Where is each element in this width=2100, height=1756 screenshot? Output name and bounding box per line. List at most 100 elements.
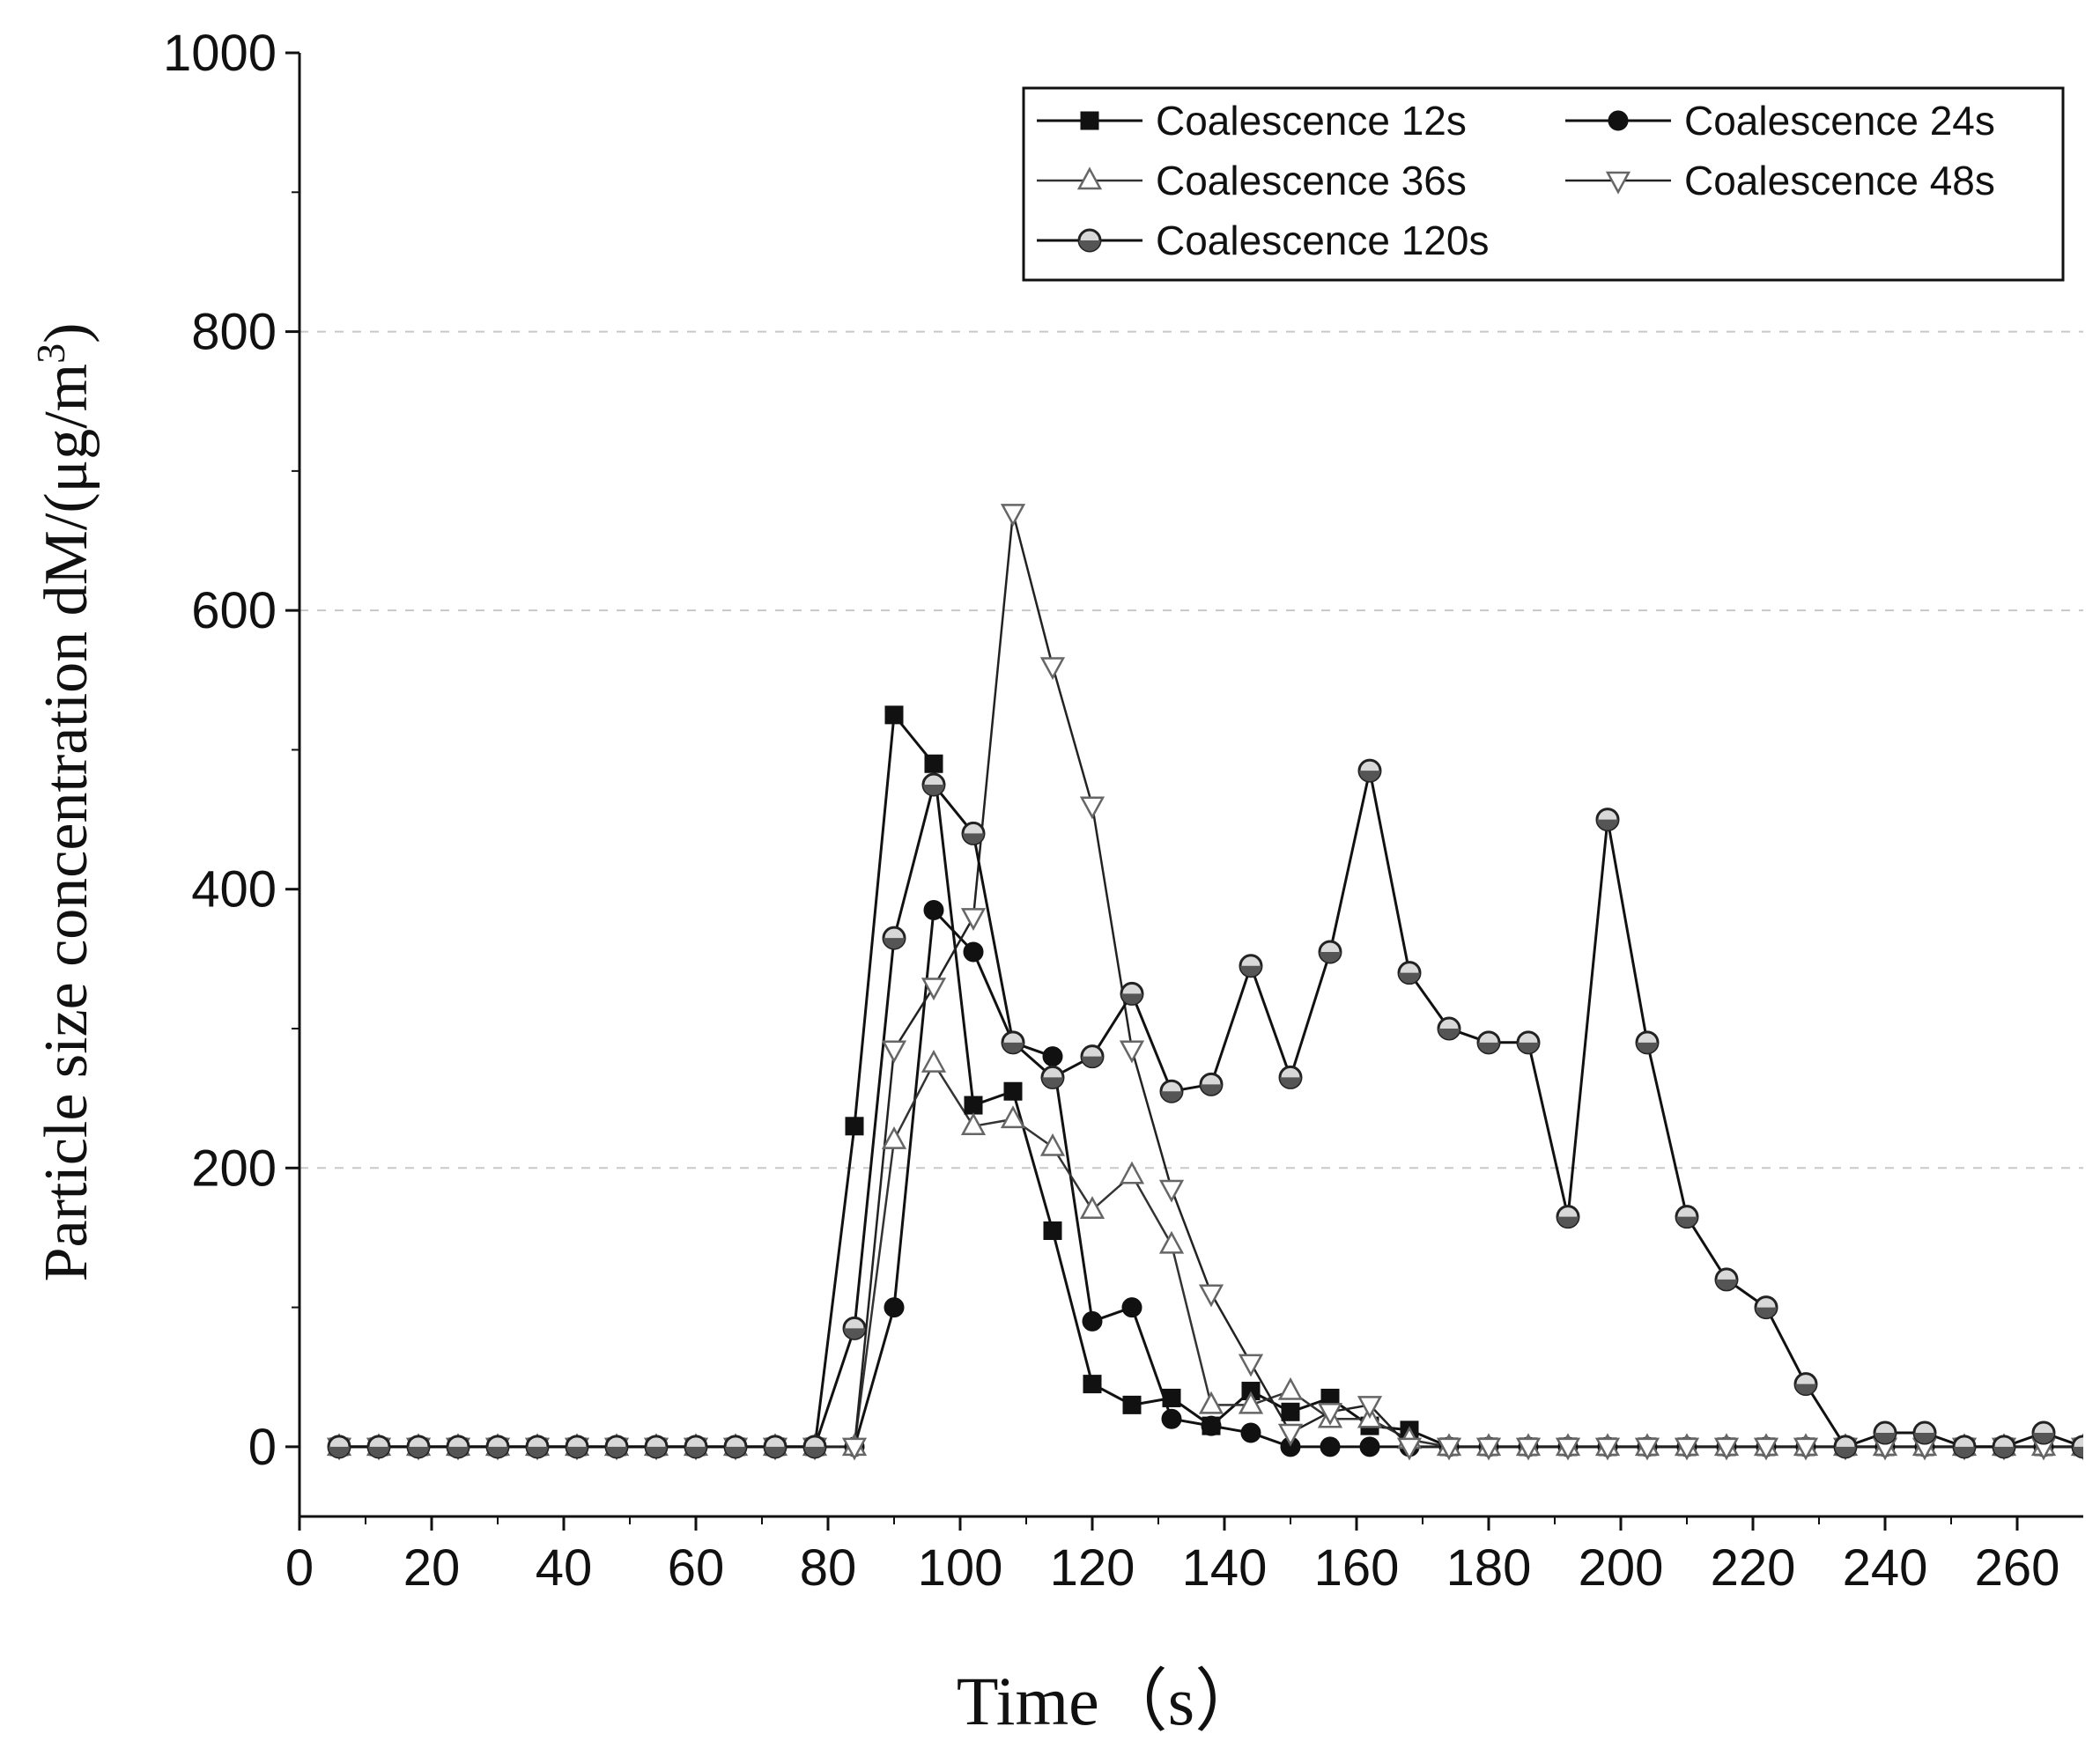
point-coalescence-24s-x162 <box>1359 1436 1380 1457</box>
legend-label-coalescence-36s: Coalescence 36s <box>1156 158 1467 203</box>
point-coalescence-48s-x168 <box>1396 1437 1423 1461</box>
point-coalescence-120s-x192 <box>1556 1205 1580 1229</box>
marker-layer <box>326 504 2083 1461</box>
point-coalescence-120s-x174 <box>1437 1016 1461 1041</box>
point-coalescence-120s-x72 <box>763 1435 788 1459</box>
legend: Coalescence 12s Coalescence 24s Coalescenc… <box>1022 86 2065 282</box>
point-coalescence-120s-x36 <box>525 1435 550 1459</box>
x-tick-label-220: 220 <box>1711 1539 1796 1597</box>
point-coalescence-120s-x198 <box>1595 808 1620 832</box>
point-coalescence-120s-x252 <box>1952 1435 1977 1459</box>
legend-label-coalescence-24s: Coalescence 24s <box>1684 98 1995 144</box>
point-coalescence-36s-x114 <box>1039 1133 1066 1156</box>
legend-label-coalescence-120s: Coalescence 120s <box>1156 218 1489 263</box>
point-coalescence-120s-x258 <box>1992 1435 2016 1459</box>
point-coalescence-48s-x228 <box>1793 1437 1819 1461</box>
point-coalescence-120s-x246 <box>1912 1420 1937 1445</box>
point-coalescence-48s-x132 <box>1158 1179 1185 1203</box>
legend-marker-coalescence-48s <box>1605 171 1631 195</box>
point-coalescence-36s-x126 <box>1119 1161 1145 1184</box>
point-coalescence-120s-x108 <box>1001 1030 1025 1055</box>
point-coalescence-120s-x60 <box>684 1435 708 1459</box>
point-coalescence-120s-x114 <box>1040 1065 1065 1089</box>
point-coalescence-48s-x186 <box>1515 1437 1542 1461</box>
point-coalescence-120s-x162 <box>1357 758 1382 783</box>
point-coalescence-36s-x120 <box>1079 1196 1105 1220</box>
point-coalescence-48s-x102 <box>960 908 987 931</box>
grid-lines <box>299 330 2083 1169</box>
x-tick-label-100: 100 <box>918 1539 1003 1597</box>
point-coalescence-120s-x210 <box>1675 1205 1699 1229</box>
point-coalescence-48s-x108 <box>1000 504 1026 527</box>
point-coalescence-12s-x84 <box>845 1117 864 1136</box>
point-coalescence-24s-x102 <box>963 941 984 963</box>
series-line-coalescence-24s <box>339 909 2083 1449</box>
x-tick-label-240: 240 <box>1843 1539 1928 1597</box>
point-coalescence-12s-x96 <box>924 754 943 773</box>
point-coalescence-12s-x90 <box>884 705 904 725</box>
x-tick-label-0: 0 <box>285 1539 314 1597</box>
point-coalescence-120s-x78 <box>802 1435 827 1459</box>
point-coalescence-48s-x90 <box>881 1040 907 1064</box>
point-coalescence-36s-x102 <box>960 1112 987 1136</box>
series-line-coalescence-120s <box>339 769 2083 1449</box>
point-coalescence-24s-x114 <box>1042 1046 1063 1067</box>
point-coalescence-120s-x234 <box>1833 1435 1858 1459</box>
point-coalescence-48s-x144 <box>1238 1354 1264 1377</box>
point-coalescence-48s-x216 <box>1713 1437 1740 1461</box>
point-coalescence-120s-x138 <box>1199 1072 1224 1096</box>
point-coalescence-48s-x162 <box>1357 1396 1383 1419</box>
point-coalescence-120s-x48 <box>604 1435 629 1459</box>
point-coalescence-12s-x102 <box>964 1096 983 1115</box>
point-coalescence-120s-x156 <box>1318 940 1342 964</box>
point-coalescence-48s-x96 <box>921 978 947 1001</box>
point-coalescence-120s-x30 <box>485 1435 510 1459</box>
point-coalescence-120s-x150 <box>1278 1065 1303 1089</box>
point-coalescence-24s-x144 <box>1240 1422 1261 1443</box>
y-tick-label-800: 800 <box>191 304 277 361</box>
point-coalescence-120s-x126 <box>1120 981 1144 1006</box>
point-coalescence-120s-x264 <box>2031 1420 2056 1445</box>
point-coalescence-12s-x114 <box>1043 1221 1062 1241</box>
point-coalescence-48s-x114 <box>1039 657 1066 681</box>
point-coalescence-120s-x6 <box>327 1435 351 1459</box>
point-coalescence-120s-x102 <box>961 821 986 845</box>
point-coalescence-36s-x132 <box>1158 1230 1185 1254</box>
point-coalescence-48s-x192 <box>1555 1437 1581 1461</box>
point-coalescence-48s-x126 <box>1119 1040 1145 1064</box>
point-coalescence-48s-x204 <box>1634 1437 1660 1461</box>
point-coalescence-120s-x204 <box>1635 1030 1660 1055</box>
point-coalescence-120s-x24 <box>446 1435 470 1459</box>
point-coalescence-12s-x150 <box>1281 1402 1300 1421</box>
point-coalescence-12s-x132 <box>1162 1388 1181 1407</box>
point-coalescence-36s-x150 <box>1277 1376 1304 1400</box>
x-tick-label-180: 180 <box>1446 1539 1532 1597</box>
point-coalescence-120s-x90 <box>882 926 906 950</box>
point-coalescence-48s-x156 <box>1317 1403 1343 1426</box>
point-coalescence-120s-x228 <box>1793 1372 1818 1397</box>
point-coalescence-120s-x12 <box>366 1435 391 1459</box>
legend-label-coalescence-12s: Coalescence 12s <box>1156 98 1467 144</box>
point-coalescence-36s-x96 <box>921 1049 947 1073</box>
y-tick-label-200: 200 <box>191 1140 277 1197</box>
point-coalescence-120s-x144 <box>1239 954 1263 978</box>
point-coalescence-48s-x198 <box>1594 1437 1621 1461</box>
point-coalescence-12s-x126 <box>1122 1395 1142 1414</box>
series-line-coalescence-36s <box>339 1062 2083 1449</box>
point-coalescence-48s-x150 <box>1277 1423 1304 1447</box>
point-coalescence-24s-x138 <box>1201 1415 1222 1436</box>
point-coalescence-24s-x96 <box>923 899 944 920</box>
point-coalescence-48s-x210 <box>1674 1437 1700 1461</box>
y-tick-label-600: 600 <box>191 582 277 639</box>
point-coalescence-120s-x54 <box>644 1435 669 1459</box>
point-coalescence-120s-x240 <box>1873 1420 1897 1445</box>
x-tick-label-60: 60 <box>668 1539 725 1597</box>
point-coalescence-24s-x120 <box>1082 1310 1103 1332</box>
x-tick-label-160: 160 <box>1314 1539 1400 1597</box>
legend-marker-coalescence-120s <box>1077 228 1102 253</box>
point-coalescence-36s-x108 <box>1000 1105 1026 1129</box>
y-tick-label-400: 400 <box>191 861 277 919</box>
point-coalescence-48s-x180 <box>1475 1437 1502 1461</box>
